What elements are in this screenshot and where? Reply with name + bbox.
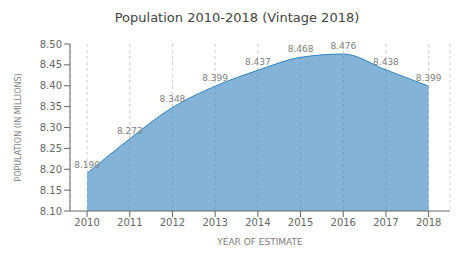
svg-text:2015: 2015 xyxy=(288,217,313,228)
svg-text:YEAR OF ESTIMATE: YEAR OF ESTIMATE xyxy=(216,237,303,247)
svg-text:8.468: 8.468 xyxy=(288,44,314,54)
svg-text:8.476: 8.476 xyxy=(330,41,356,51)
svg-text:8.10: 8.10 xyxy=(40,206,62,217)
svg-text:2010: 2010 xyxy=(74,217,99,228)
svg-text:8.30: 8.30 xyxy=(40,122,62,133)
svg-text:8.15: 8.15 xyxy=(40,185,62,196)
svg-text:2016: 2016 xyxy=(331,217,356,228)
svg-text:POPULATION (IN MILLIONS): POPULATION (IN MILLIONS) xyxy=(14,73,23,181)
svg-text:2012: 2012 xyxy=(160,217,185,228)
svg-text:2014: 2014 xyxy=(245,217,270,228)
svg-text:8.273: 8.273 xyxy=(117,126,143,136)
svg-text:2013: 2013 xyxy=(202,217,227,228)
svg-text:8.190: 8.190 xyxy=(74,160,100,170)
svg-text:8.399: 8.399 xyxy=(416,73,442,83)
svg-text:8.399: 8.399 xyxy=(202,73,228,83)
svg-text:8.348: 8.348 xyxy=(160,94,186,104)
svg-text:8.25: 8.25 xyxy=(40,143,62,154)
svg-text:8.50: 8.50 xyxy=(40,39,62,50)
svg-text:2011: 2011 xyxy=(117,217,142,228)
svg-text:8.437: 8.437 xyxy=(245,57,271,67)
svg-text:8.438: 8.438 xyxy=(373,57,399,67)
html-text:Population 2010-2018 (Vintage: Population 2010-2018 (Vintage 2018) xyxy=(114,10,360,25)
svg-text:8.40: 8.40 xyxy=(40,80,62,91)
svg-text:8.20: 8.20 xyxy=(40,164,62,175)
svg-text:2018: 2018 xyxy=(416,217,441,228)
svg-text:2017: 2017 xyxy=(373,217,398,228)
svg-text:8.35: 8.35 xyxy=(40,101,62,112)
svg-text:8.45: 8.45 xyxy=(40,59,62,70)
